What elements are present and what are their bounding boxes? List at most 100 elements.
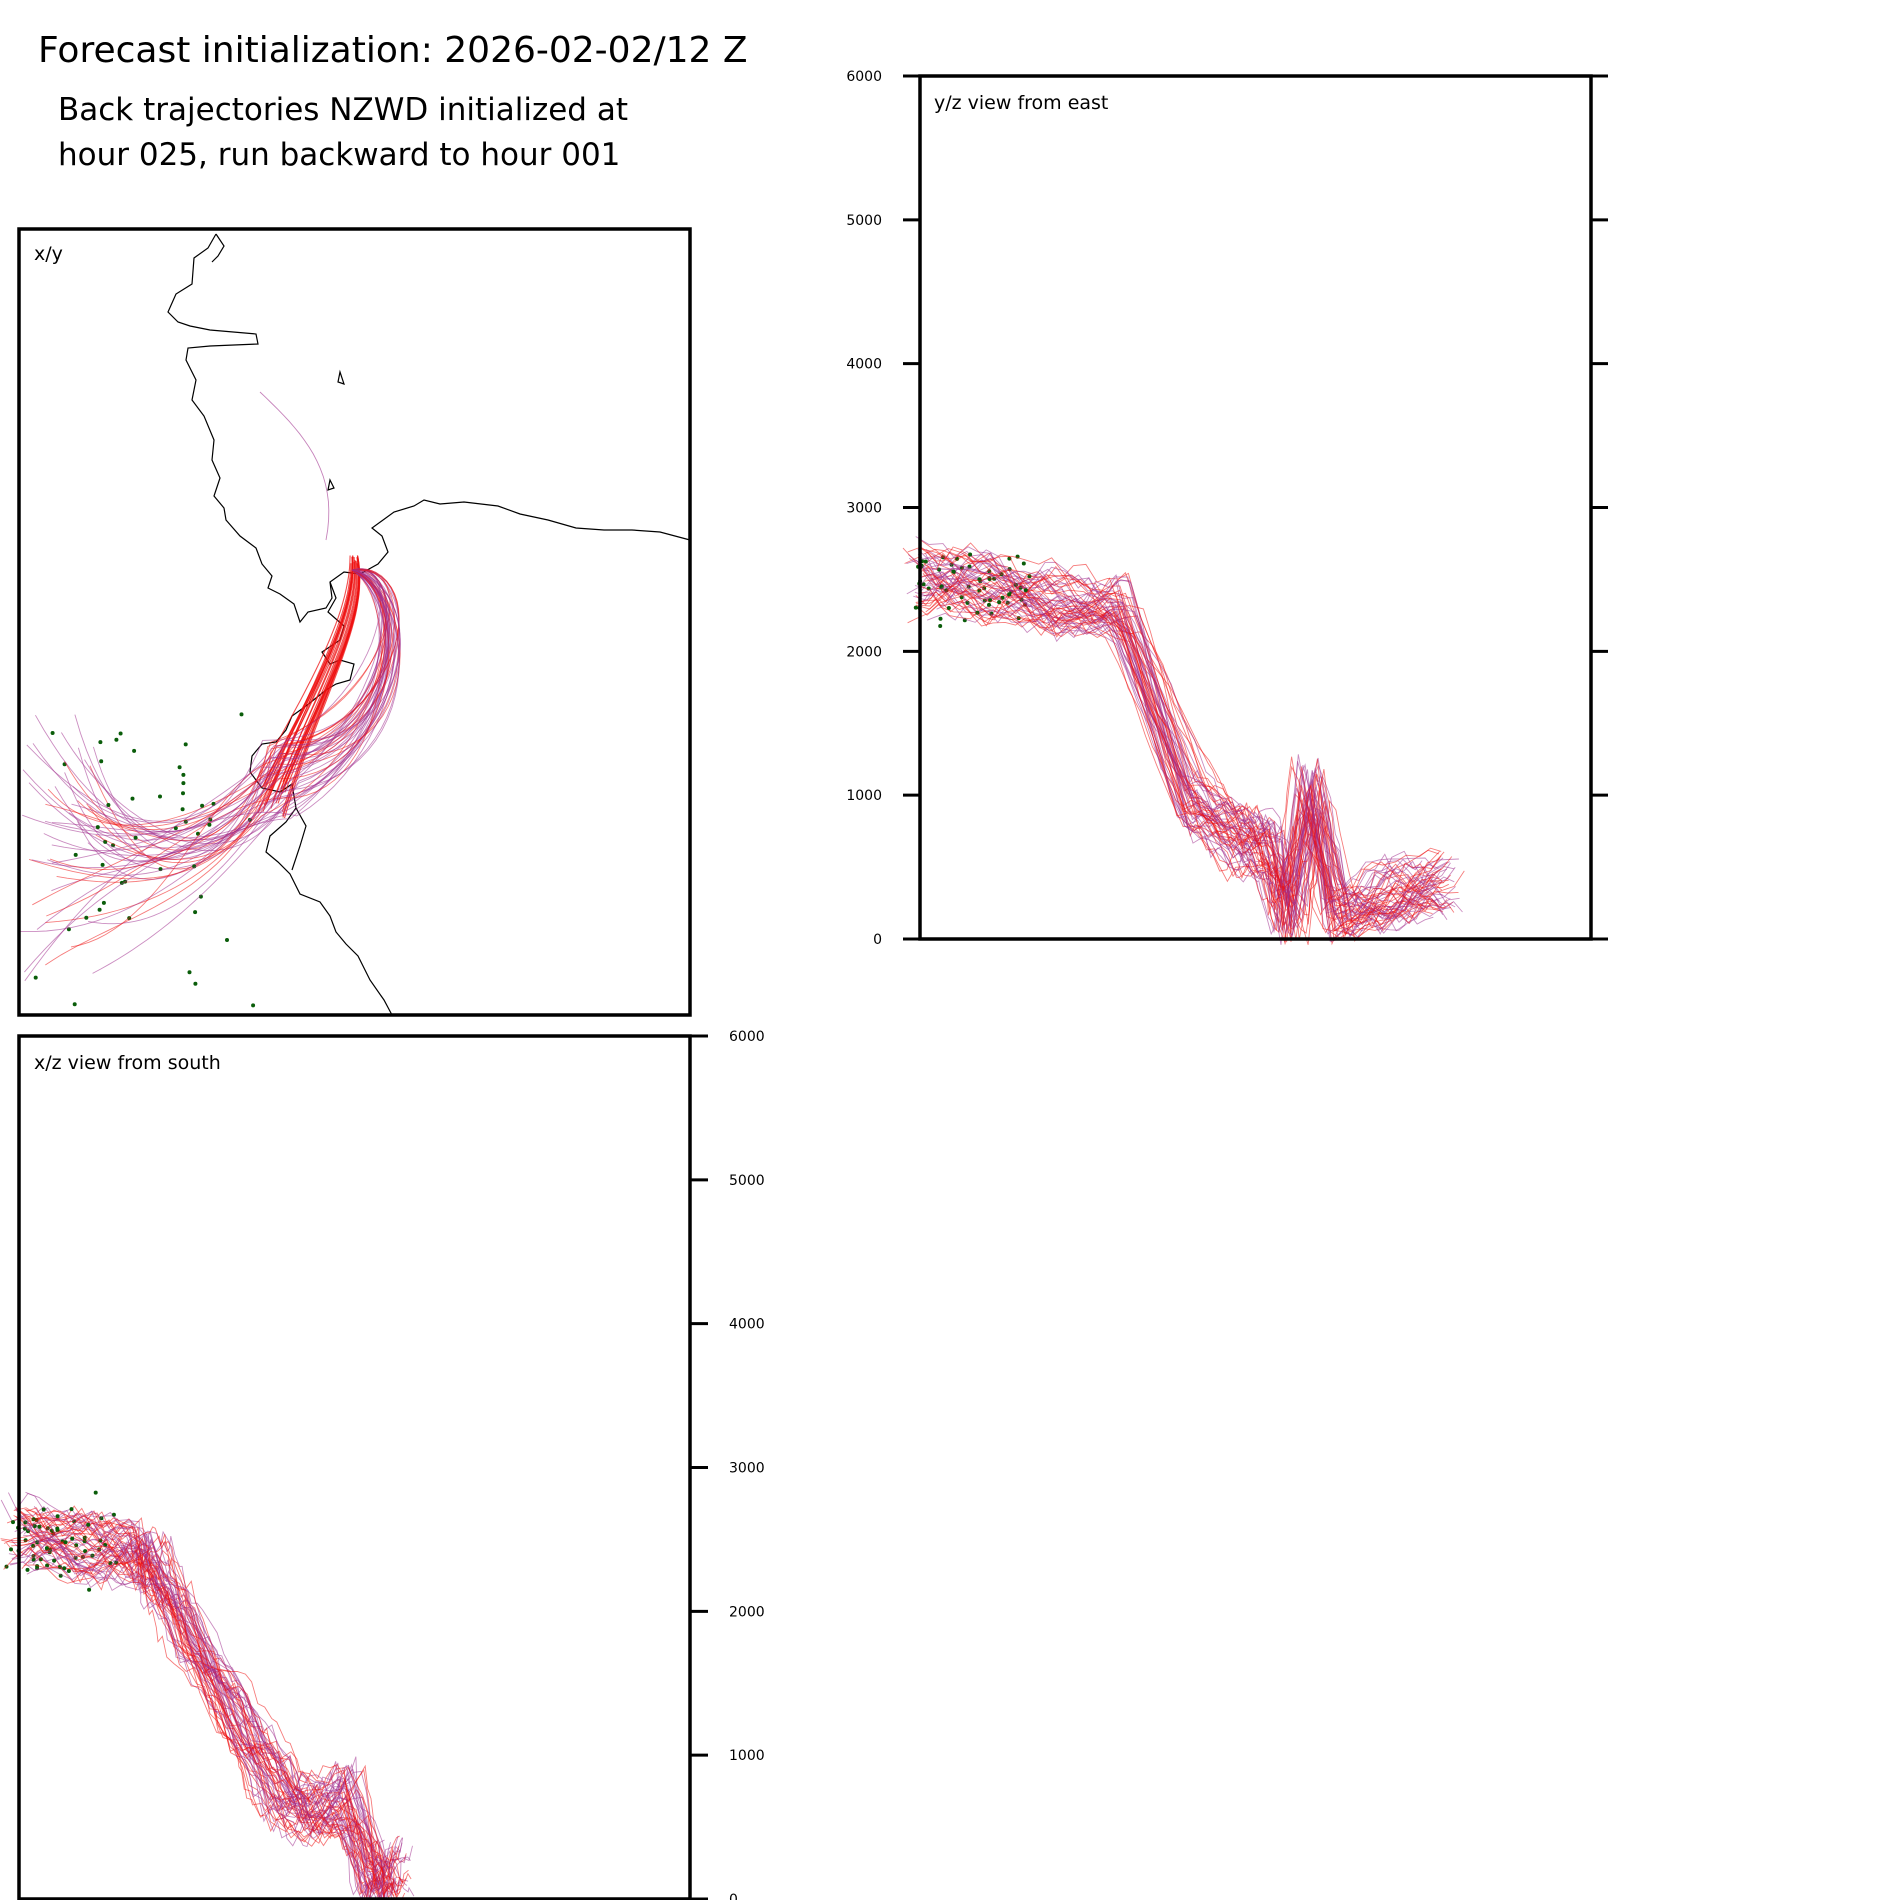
start-marker bbox=[997, 600, 1002, 605]
xy-trajectories bbox=[20, 391, 401, 1008]
start-marker bbox=[183, 742, 188, 747]
start-marker bbox=[937, 567, 942, 572]
start-marker bbox=[118, 731, 123, 736]
xy-frame bbox=[17, 227, 692, 1017]
y-tick-label: 5000 bbox=[846, 213, 882, 229]
trajectory-altitude bbox=[907, 577, 1440, 915]
start-marker bbox=[41, 1507, 46, 1512]
start-marker bbox=[97, 907, 102, 912]
trajectory-altitude bbox=[15, 1516, 397, 1895]
trajectory-altitude bbox=[37, 1557, 395, 1895]
start-marker bbox=[133, 835, 138, 840]
start-marker bbox=[181, 781, 186, 786]
trajectory-xy-early bbox=[44, 568, 382, 835]
start-marker bbox=[101, 900, 106, 905]
yz-panel: 0 1000 2000 3000 4000 5000 6000 y/z view from … bbox=[846, 69, 1608, 948]
y-tick-label: 6000 bbox=[846, 69, 882, 85]
start-marker bbox=[180, 807, 185, 812]
yz-axis: 0 1000 2000 3000 4000 5000 6000 bbox=[846, 69, 1608, 948]
trajectory-altitude bbox=[24, 1509, 401, 1900]
yz-trajectories bbox=[902, 536, 1465, 946]
trajectory-xy-early bbox=[92, 569, 401, 855]
trajectory-altitude bbox=[917, 576, 1444, 934]
trajectory-altitude bbox=[33, 1520, 400, 1891]
trajectory-xy-early bbox=[51, 569, 397, 864]
y-tick-label: 0 bbox=[729, 1892, 738, 1900]
trajectory-xy-early bbox=[92, 569, 396, 974]
trajectory-xy-early bbox=[49, 569, 386, 870]
start-marker bbox=[106, 803, 111, 807]
y-tick-label: 4000 bbox=[846, 357, 882, 373]
start-marker bbox=[951, 569, 956, 574]
start-marker bbox=[72, 1002, 77, 1007]
trajectory-altitude bbox=[906, 571, 1434, 934]
trajectory-xy-early bbox=[71, 569, 387, 845]
start-marker bbox=[55, 1526, 60, 1531]
y-tick-label: 5000 bbox=[729, 1173, 765, 1189]
start-marker bbox=[11, 1520, 15, 1525]
start-marker bbox=[114, 737, 119, 742]
start-marker bbox=[1023, 588, 1028, 593]
start-marker bbox=[200, 803, 205, 808]
trajectory-altitude bbox=[9, 1537, 379, 1894]
trajectory-altitude bbox=[923, 554, 1448, 936]
trajectory-altitude bbox=[21, 1522, 409, 1899]
trajectory-altitude bbox=[29, 1526, 407, 1884]
trajectory-xy-early bbox=[22, 569, 390, 837]
xz-trajectories bbox=[0, 1490, 415, 1900]
start-marker bbox=[239, 712, 244, 717]
start-marker bbox=[73, 852, 78, 857]
trajectory-altitude bbox=[919, 550, 1445, 931]
trajectory-altitude bbox=[925, 567, 1442, 907]
start-marker bbox=[32, 1524, 37, 1528]
trajectory-altitude bbox=[28, 1523, 393, 1873]
trajectory-altitude bbox=[923, 570, 1449, 934]
xz-panel: 0 1000 2000 3000 4000 5000 6000 x/z view from … bbox=[0, 1029, 765, 1900]
start-marker bbox=[111, 1512, 116, 1517]
trajectory-altitude bbox=[33, 1506, 393, 1892]
coastline-segment bbox=[291, 807, 307, 871]
trajectory-altitude bbox=[921, 555, 1442, 934]
start-marker bbox=[31, 1543, 36, 1548]
trajectory-xy-early bbox=[70, 569, 400, 948]
start-marker bbox=[938, 616, 943, 621]
start-marker bbox=[63, 1540, 68, 1545]
start-marker bbox=[187, 970, 192, 975]
start-marker bbox=[946, 606, 951, 610]
trajectory-altitude bbox=[3, 1505, 383, 1872]
trajectory-altitude bbox=[24, 1551, 391, 1900]
start-marker bbox=[69, 1507, 74, 1512]
start-marker bbox=[225, 938, 229, 942]
trajectory-altitude bbox=[23, 1556, 397, 1892]
start-marker bbox=[84, 915, 89, 920]
xz-axis: 0 1000 2000 3000 4000 5000 6000 bbox=[690, 1029, 765, 1900]
start-marker bbox=[86, 1522, 91, 1527]
y-tick-label: 3000 bbox=[846, 501, 882, 517]
trajectory-xy-early bbox=[54, 568, 400, 862]
start-marker bbox=[158, 794, 162, 799]
start-marker bbox=[193, 981, 198, 986]
start-marker bbox=[181, 791, 185, 796]
y-tick-label: 0 bbox=[873, 932, 882, 948]
subtitle-line-1: Back trajectories NZWD initialized at bbox=[58, 92, 628, 128]
start-marker bbox=[198, 894, 203, 899]
trajectory-altitude bbox=[25, 1491, 401, 1872]
trajectory-altitude bbox=[921, 548, 1459, 924]
start-marker bbox=[87, 1587, 92, 1592]
trajectory-altitude bbox=[1, 1521, 394, 1899]
y-tick-label: 1000 bbox=[729, 1748, 765, 1764]
trajectory-altitude bbox=[9, 1510, 388, 1894]
trajectory-altitude bbox=[908, 557, 1431, 932]
trajectory-altitude bbox=[921, 569, 1443, 932]
xz-frame bbox=[17, 1034, 692, 1900]
yz-label: y/z view from east bbox=[934, 92, 1108, 114]
start-marker bbox=[173, 826, 178, 831]
trajectory-altitude bbox=[936, 562, 1463, 917]
y-tick-label: 2000 bbox=[729, 1604, 765, 1620]
trajectory-altitude bbox=[19, 1533, 393, 1895]
trajectory-altitude bbox=[920, 564, 1440, 942]
start-marker bbox=[251, 1003, 256, 1008]
trajectory-altitude bbox=[11, 1539, 402, 1900]
start-marker bbox=[37, 1524, 42, 1529]
trajectory-altitude bbox=[8, 1510, 382, 1894]
